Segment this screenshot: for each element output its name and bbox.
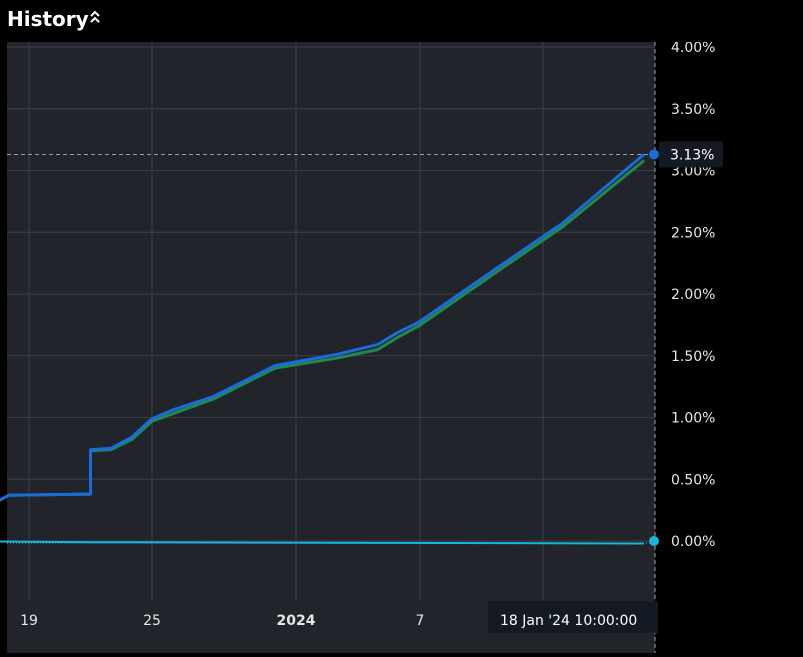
x-tick-label: 7 <box>416 613 425 629</box>
y-tick-label: 1.00% <box>671 411 715 427</box>
panel-title: History <box>7 7 89 31</box>
history-chart[interactable]: 4.00% 3.50% 3.00% 2.50% 2.00% 1.50% 1.00% 0.50%… <box>0 40 803 653</box>
crosshair-time-label: 18 Jan '24 10:00:00 <box>500 613 637 629</box>
series-end-marker <box>649 536 659 546</box>
chart-svg[interactable]: 4.00% 3.50% 3.00% 2.50% 2.00% 1.50% 1.00% 0.50%… <box>0 40 803 653</box>
crosshair-time-box <box>488 601 658 633</box>
crosshair-value-label: 3.13% <box>670 147 714 163</box>
y-tick-label: 0.00% <box>671 534 715 550</box>
y-tick-label: 0.50% <box>671 472 715 488</box>
crosshair-value-box <box>659 141 723 168</box>
y-tick-label: 4.00% <box>671 42 715 56</box>
x-tick-label: 19 <box>20 613 38 629</box>
double-chevron-up-icon[interactable] <box>88 8 102 28</box>
plot-area <box>7 42 655 601</box>
series-line <box>0 153 645 502</box>
y-tick-label: 2.50% <box>671 225 715 241</box>
y-tick-label: 3.50% <box>671 102 715 118</box>
y-tick-label: 3.00% <box>671 164 715 180</box>
series-line <box>0 540 645 545</box>
series-end-marker <box>649 149 659 160</box>
y-tick-label: 1.50% <box>671 349 715 365</box>
x-tick-label: 25 <box>143 613 161 629</box>
x-tick-label: 2024 <box>277 613 316 629</box>
y-tick-label: 2.00% <box>671 287 715 303</box>
panel-header: History <box>0 0 803 42</box>
